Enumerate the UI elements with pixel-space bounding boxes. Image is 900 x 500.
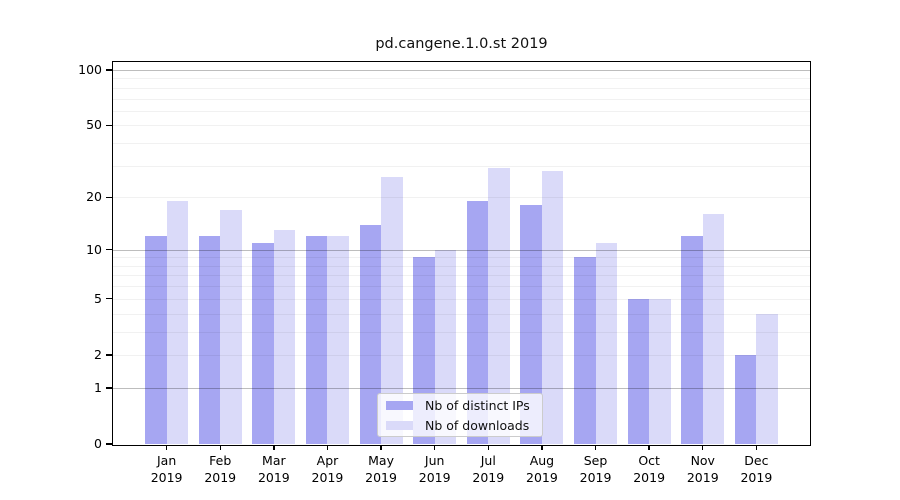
gridline-minor [113,78,810,80]
x-tick-label-jan: Jan 2019 [150,453,183,485]
bar-nb-of-distinct-ips-jan [145,236,167,444]
y-tick-label: 2 [94,346,102,362]
gridline-minor [113,98,810,100]
legend-label-distinct-ips: Nb of distinct IPs [425,397,530,413]
gridline-minor [113,298,810,300]
x-tick-mark [273,445,275,450]
gridline-minor [113,257,810,259]
bar-nb-of-downloads-may [381,176,403,444]
chart-title: pd.cangene.1.0.st 2019 [375,36,548,52]
y-tick-label: 10 [86,241,102,257]
x-tick-label-aug: Aug 2019 [526,453,558,485]
x-tick-label-oct: Oct 2019 [633,453,666,485]
y-tick-label: 100 [78,61,102,77]
bar-nb-of-downloads-jul [488,168,510,444]
bar-nb-of-downloads-apr [327,236,349,444]
bar-nb-of-distinct-ips-sep [574,257,596,444]
x-tick-label-may: May 2019 [365,453,397,485]
x-tick-label-feb: Feb 2019 [204,453,237,485]
x-tick-mark [380,445,382,450]
bar-nb-of-distinct-ips-jul [466,201,489,444]
x-tick-label-jun: Jun 2019 [418,453,451,485]
y-tick-label: 1 [94,379,102,395]
x-tick-mark [648,445,650,450]
bar-nb-of-distinct-ips-may [359,224,382,444]
gridline-major [113,69,810,71]
bar-nb-of-distinct-ips-oct [627,298,650,444]
x-tick-mark [594,445,597,450]
gridline-minor [113,331,810,333]
legend-label-downloads: Nb of downloads [425,417,530,433]
gridline-minor [113,265,810,267]
bar-nb-of-distinct-ips-nov [681,236,703,444]
y-tick-mark [106,354,113,356]
gridline-major [113,387,810,389]
bar-nb-of-downloads-nov [702,214,725,444]
bar-nb-of-distinct-ips-mar [252,242,274,444]
x-tick-mark [541,445,543,450]
gridline-minor [113,165,810,167]
bar-nb-of-distinct-ips-apr [305,236,328,444]
gridline-minor [113,197,810,199]
x-tick-label-sep: Sep 2019 [579,453,612,485]
y-tick-mark [106,196,113,198]
x-tick-label-jul: Jul 2019 [472,453,505,485]
bar-nb-of-downloads-mar [273,230,296,444]
gridline-minor [113,313,810,315]
gridline-minor [113,286,810,288]
x-tick-label-mar: Mar 2019 [257,453,290,485]
x-tick-mark [433,445,436,450]
x-tick-mark [165,445,168,450]
bar-nb-of-downloads-dec [756,313,778,444]
gridline-minor [113,143,810,144]
y-tick-mark [106,443,113,445]
legend-entry-downloads: Nb of downloads [386,417,534,433]
y-tick-label: 0 [94,436,102,451]
gridline-major [113,249,810,251]
bar-nb-of-downloads-feb [220,209,242,444]
legend-entry-distinct-ips: Nb of distinct IPs [386,397,534,413]
x-tick-mark [702,445,704,450]
x-tick-mark [326,445,329,450]
x-tick-mark [219,445,221,450]
gridline-minor [113,125,810,127]
gridline-minor [113,87,810,89]
bar-nb-of-downloads-jan [166,201,189,444]
y-tick-mark [106,387,113,389]
legend-swatch-downloads [386,420,413,430]
gridline-minor [113,354,810,356]
bar-nb-of-distinct-ips-aug [520,205,542,444]
bar-nb-of-distinct-ips-dec [734,354,757,444]
y-tick-mark [106,248,113,251]
x-tick-label-nov: Nov 2019 [686,453,719,485]
y-tick-label: 5 [94,290,102,306]
legend: Nb of distinct IPs Nb of downloads [377,393,543,437]
y-tick-label: 50 [86,117,102,133]
y-tick-label: 20 [86,189,102,205]
x-tick-label-apr: Apr 2019 [311,453,344,485]
bar-nb-of-downloads-sep [595,242,618,444]
x-tick-mark [755,445,758,450]
y-tick-mark [106,69,113,71]
y-tick-mark [106,298,113,300]
bar-nb-of-distinct-ips-feb [198,236,221,444]
x-tick-mark [487,445,489,450]
gridline-minor [113,275,810,277]
bar-nb-of-downloads-aug [541,171,564,444]
gridline-minor [113,110,810,112]
legend-swatch-distinct-ips [386,400,413,410]
x-tick-label-dec: Dec 2019 [740,453,773,485]
bar-nb-of-downloads-oct [649,298,671,444]
y-tick-mark [106,124,113,126]
